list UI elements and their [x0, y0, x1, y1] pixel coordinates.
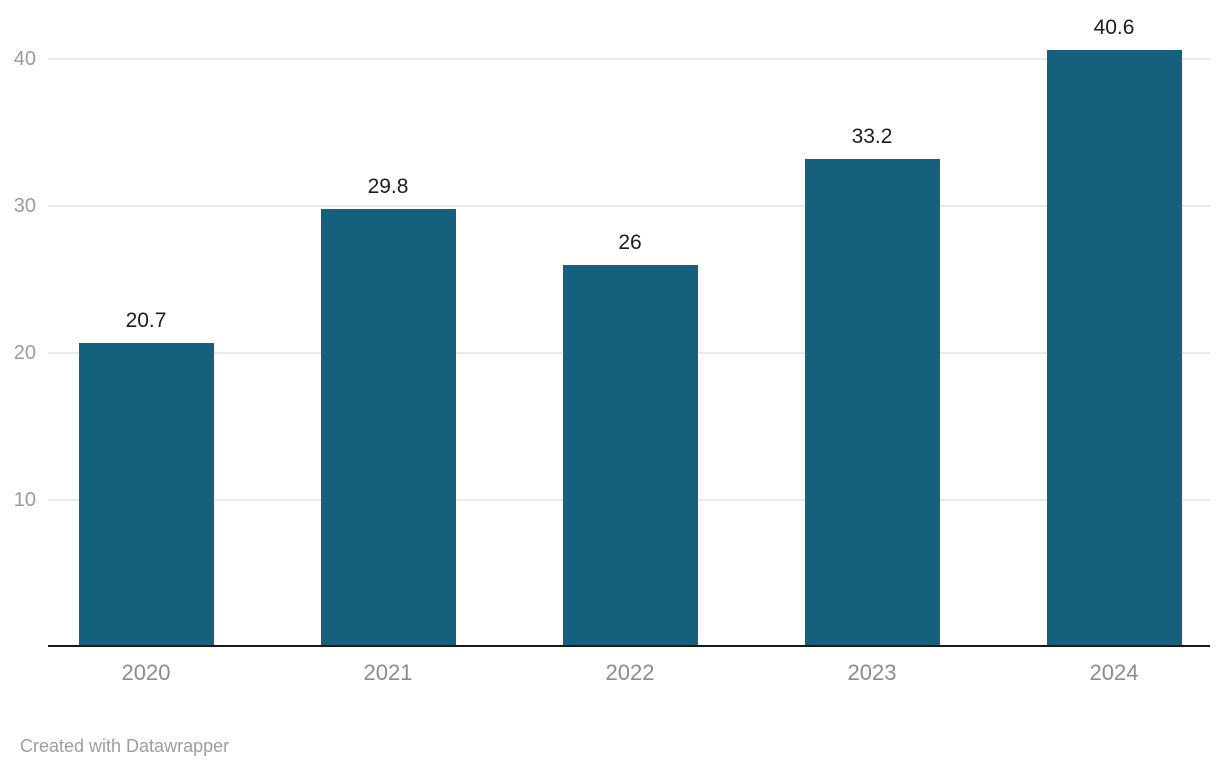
- x-axis-line: [48, 645, 1210, 647]
- bar-2022: [562, 264, 698, 647]
- gridline-40: [48, 57, 1210, 60]
- bar-2020: [78, 342, 214, 647]
- x-axis-label-2021: 2021: [363, 660, 413, 685]
- x-axis-label-2022: 2022: [605, 660, 655, 685]
- value-label-2022: 26: [618, 230, 642, 254]
- y-tick-label-30: 30: [13, 194, 36, 217]
- value-label-2023: 33.2: [851, 124, 893, 148]
- plot-area: 10 20 30 40 20.7 29.8 26 33.2 40.6: [13, 15, 1210, 647]
- x-axis-label-2020: 2020: [121, 660, 171, 685]
- y-tick-label-20: 20: [13, 341, 36, 364]
- gridline-30: [48, 204, 1210, 207]
- bar-2023: [804, 158, 940, 647]
- datawrapper-attribution-link[interactable]: Created with Datawrapper: [20, 736, 230, 756]
- bar-2024: [1046, 49, 1182, 647]
- value-label-2021: 29.8: [367, 174, 409, 198]
- x-axis-label-2023: 2023: [847, 660, 897, 685]
- value-label-2024: 40.6: [1093, 15, 1135, 39]
- x-axis-label-2024: 2024: [1089, 660, 1139, 685]
- y-tick-label-40: 40: [13, 47, 36, 70]
- value-label-2020: 20.7: [125, 308, 167, 332]
- y-tick-label-10: 10: [13, 488, 36, 511]
- bar-2021: [320, 208, 456, 647]
